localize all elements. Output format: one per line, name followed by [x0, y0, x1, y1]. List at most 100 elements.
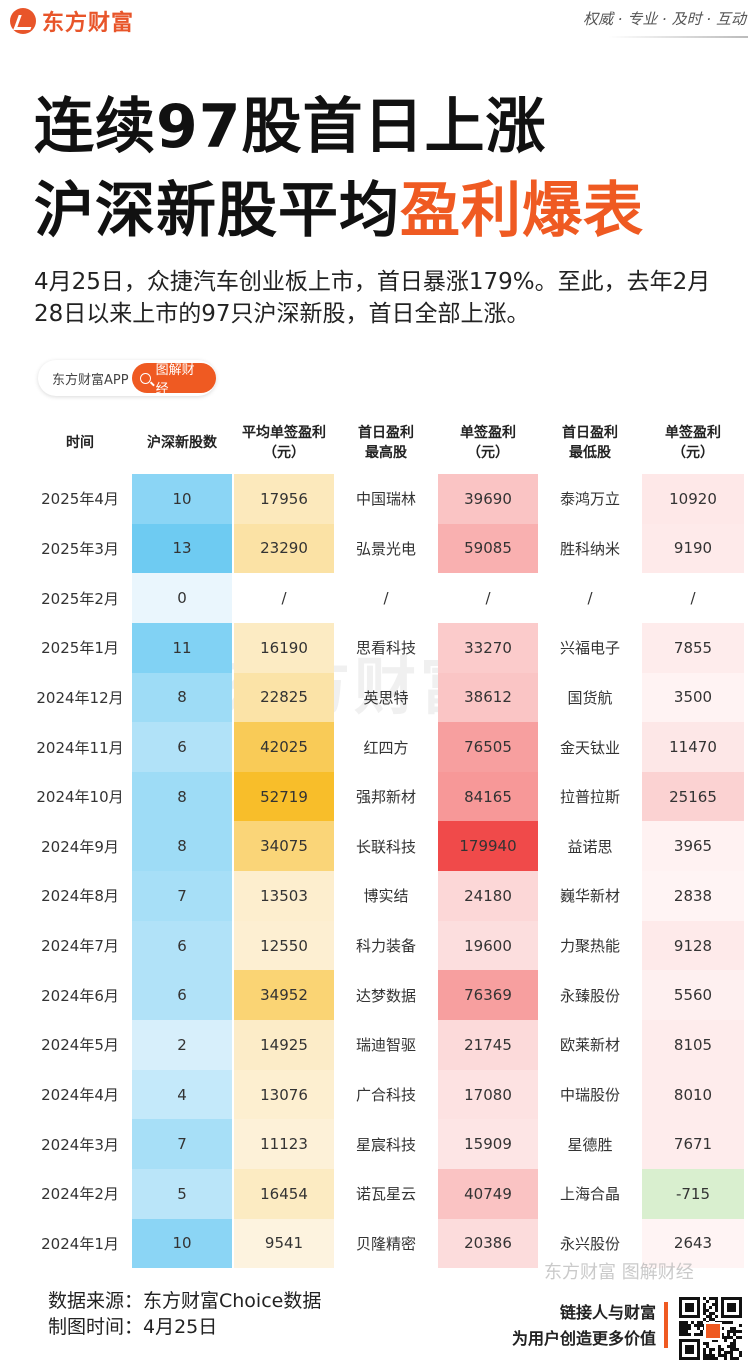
qr-module — [730, 1321, 733, 1324]
qr-module — [688, 1324, 691, 1327]
qr-module — [679, 1327, 682, 1330]
headline-line-2: 沪深新股平均盈利爆表 — [34, 162, 644, 249]
qr-module — [730, 1354, 733, 1357]
qr-module — [715, 1339, 718, 1342]
qr-module — [712, 1339, 715, 1342]
qr-module — [733, 1342, 736, 1345]
qr-module — [700, 1330, 703, 1333]
qr-module — [700, 1324, 703, 1327]
cell-top_profit: 24180 — [438, 871, 538, 921]
qr-module — [721, 1348, 724, 1351]
cell-low: 上海合晶 — [559, 1185, 620, 1204]
cell-top_profit: / — [438, 573, 538, 623]
brand-slogan: 权威 · 专业 · 及时 · 互动 — [583, 10, 746, 28]
table-row: 2025年2月 0// / / / — [30, 573, 744, 623]
qr-module — [709, 1354, 712, 1357]
qr-module — [727, 1333, 730, 1336]
qr-module — [739, 1324, 742, 1327]
app-badge-button[interactable]: 图解财经 — [131, 363, 216, 397]
footer-watermark: 东方财富 图解财经 — [544, 1262, 694, 1283]
brand-logo: 东方财富 — [10, 6, 134, 36]
headline-prefix: 沪深新股平均 — [34, 176, 400, 246]
qr-module — [703, 1357, 706, 1360]
logo-icon — [10, 8, 36, 34]
cell-time: 2024年4月 — [41, 1086, 119, 1104]
qr-module — [712, 1303, 715, 1306]
cell-time: 2024年9月 — [41, 837, 119, 856]
qr-module — [706, 1300, 709, 1303]
qr-module — [685, 1321, 688, 1324]
qr-module — [715, 1309, 718, 1312]
qr-module — [703, 1312, 706, 1315]
table-row: 2024年3月 7 11123 星宸科技 15909 星德胜 7671 — [30, 1119, 744, 1169]
cell-low: 益诺思 — [567, 837, 613, 856]
footer-source-block: 数据来源：东方财富Choice数据 制图时间：4月25日 — [48, 1288, 321, 1340]
qr-module — [730, 1330, 733, 1333]
cell-top: 弘景光电 — [355, 539, 416, 558]
cell-low_profit: 2643 — [642, 1218, 744, 1269]
qr-module — [703, 1342, 706, 1345]
cell-time: 2024年8月 — [41, 887, 119, 906]
qr-module — [736, 1357, 739, 1360]
qr-module — [685, 1333, 688, 1336]
qr-module — [730, 1342, 733, 1345]
cell-top: 博实结 — [363, 887, 409, 906]
cell-time: 2024年2月 — [41, 1185, 119, 1204]
cell-count: 10 — [132, 1218, 232, 1269]
footer-slogan-2: 为用户创造更多价值 — [511, 1329, 656, 1348]
qr-finder — [685, 1345, 694, 1354]
qr-module — [688, 1327, 691, 1330]
cell-top_profit: 39690 — [438, 474, 538, 524]
qr-module — [739, 1351, 742, 1354]
qr-module — [706, 1354, 709, 1357]
table-row: 2024年11月 6 42025 红四方 76505 金天钛业 11470 — [30, 722, 744, 772]
cell-top_profit: 20386 — [438, 1218, 538, 1269]
cell-time: 2024年12月 — [36, 688, 124, 707]
qr-center-logo — [704, 1322, 722, 1340]
cell-time: 2024年6月 — [41, 986, 119, 1005]
cell-low_profit: 9128 — [642, 920, 744, 971]
cell-low_profit: 10920 — [642, 474, 744, 524]
table-header-row: 时间 沪深新股数 平均单签盈利 （元） 首日盈利 最高股 单签盈利 （元） 首日盈利 最低股 单签盈… — [30, 412, 744, 474]
qr-finder — [727, 1303, 736, 1312]
qr-module — [733, 1327, 736, 1330]
qr-module — [682, 1324, 685, 1327]
qr-module — [718, 1354, 721, 1357]
qr-module — [709, 1318, 712, 1321]
qr-module — [712, 1312, 715, 1315]
qr-module — [724, 1336, 727, 1339]
qr-module — [718, 1345, 721, 1348]
qr-module — [685, 1324, 688, 1327]
table-row: 2024年12月 8 22825 英思特 38612 国货航 3500 — [30, 672, 744, 723]
cell-low: 永臻股份 — [559, 986, 620, 1005]
cell-low: 金天钛业 — [559, 738, 620, 757]
cell-low_profit: / — [642, 573, 744, 623]
qr-module — [715, 1306, 718, 1309]
cell-low: 泰鸿万立 — [559, 490, 620, 509]
cell-count: 13 — [132, 523, 232, 574]
qr-module — [733, 1357, 736, 1360]
qr-module — [715, 1357, 718, 1360]
cell-count: 11 — [132, 622, 232, 673]
cell-avg: 42025 — [234, 722, 334, 772]
qr-finder — [685, 1303, 694, 1312]
qr-module — [703, 1309, 706, 1312]
qr-module — [733, 1333, 736, 1336]
qr-code-icon[interactable] — [678, 1296, 744, 1362]
cell-time: 2024年11月 — [36, 738, 124, 757]
cell-top_profit: 59085 — [438, 523, 538, 574]
cell-low_profit: 3965 — [642, 821, 744, 872]
qr-module — [706, 1357, 709, 1360]
qr-module — [724, 1357, 727, 1360]
qr-module — [703, 1354, 706, 1357]
qr-module — [703, 1297, 706, 1300]
qr-module — [712, 1348, 715, 1351]
cell-low: / — [587, 589, 593, 608]
qr-module — [697, 1327, 700, 1330]
cell-top_profit: 19600 — [438, 920, 538, 971]
qr-module — [709, 1315, 712, 1318]
qr-module — [721, 1321, 724, 1324]
cell-count: 6 — [132, 970, 232, 1021]
qr-module — [706, 1342, 709, 1345]
cell-top_profit: 21745 — [438, 1020, 538, 1070]
